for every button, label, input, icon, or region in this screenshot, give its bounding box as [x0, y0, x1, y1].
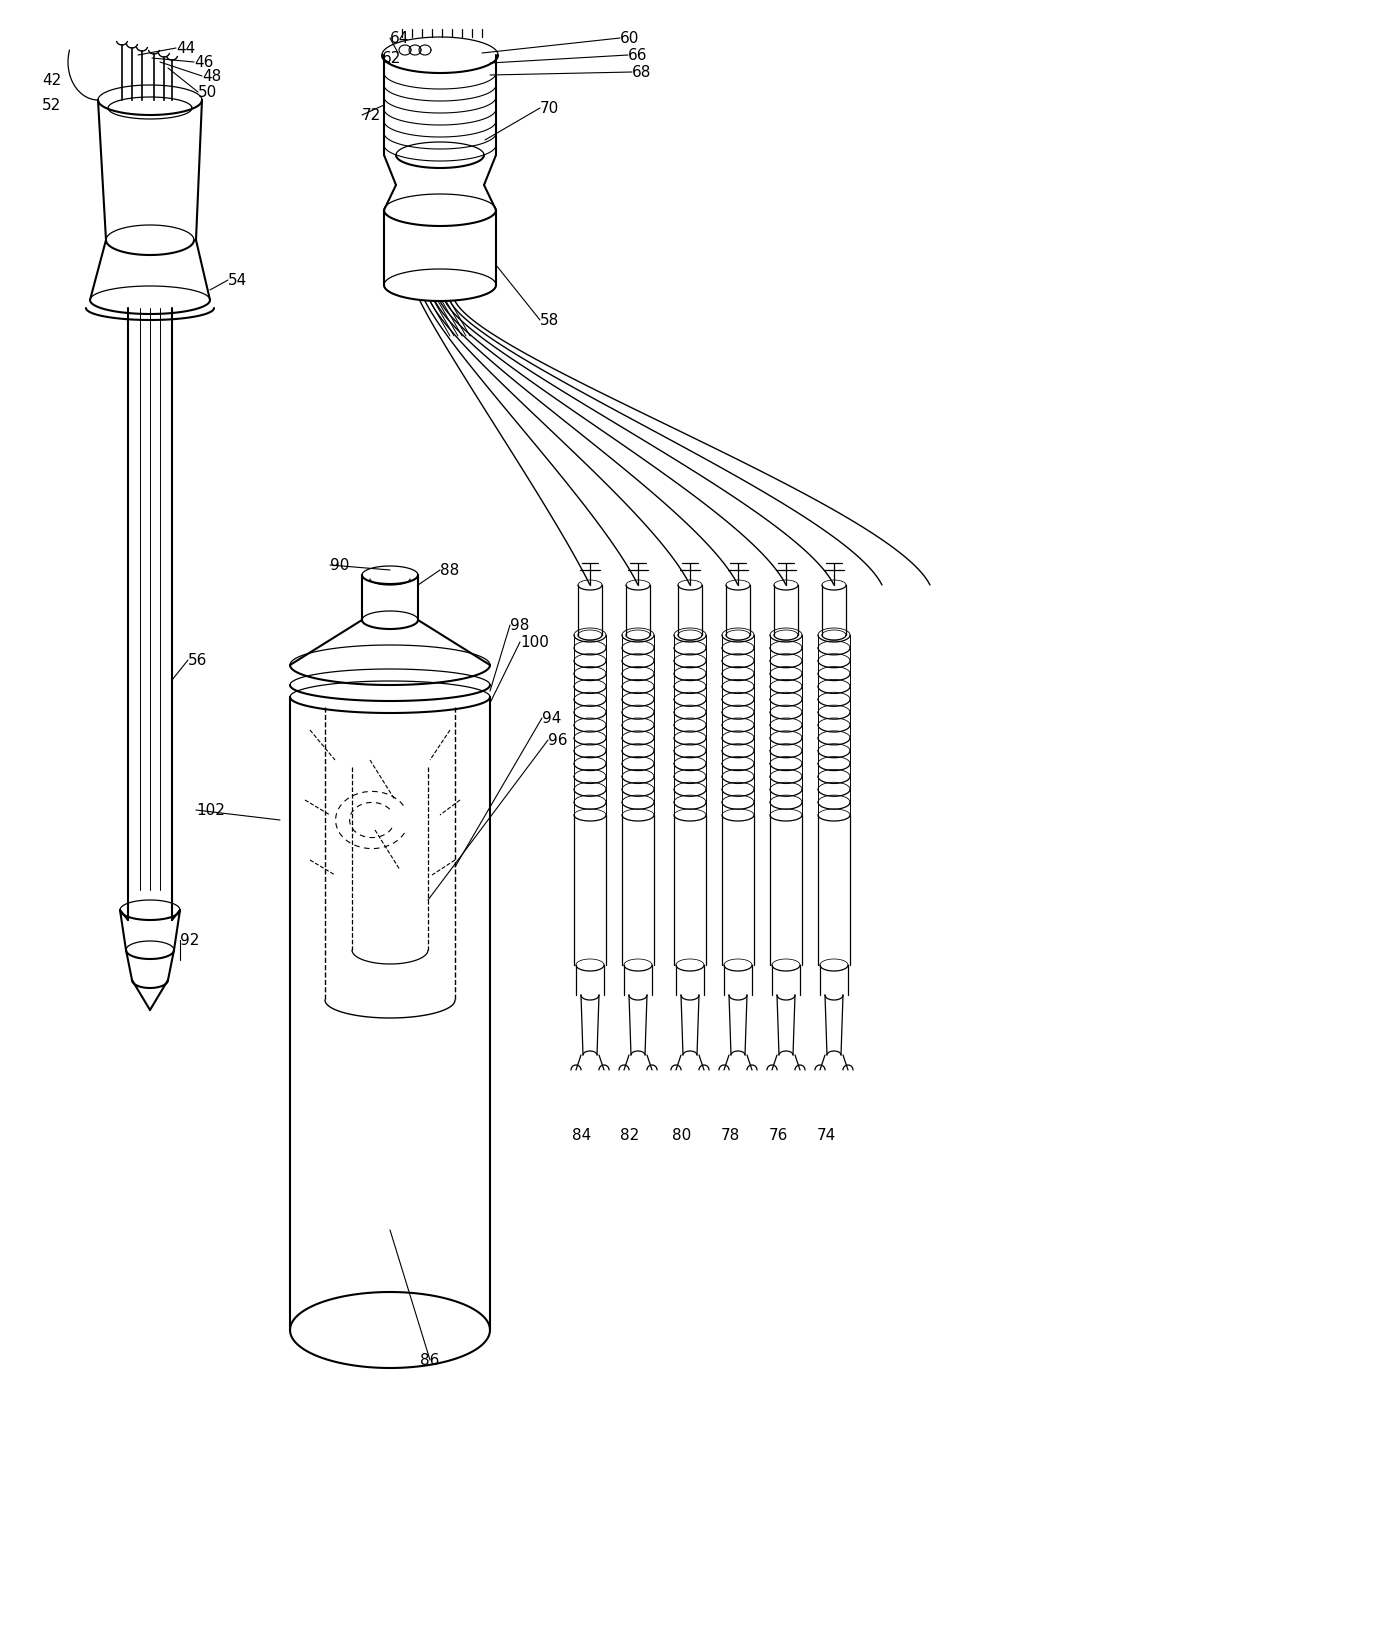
Text: 46: 46	[194, 54, 213, 70]
Text: 48: 48	[202, 69, 222, 83]
Text: 64: 64	[389, 31, 409, 46]
Text: 72: 72	[362, 108, 381, 123]
Text: 60: 60	[620, 31, 639, 46]
Text: 94: 94	[542, 711, 561, 726]
Text: 98: 98	[510, 618, 529, 633]
Text: 66: 66	[628, 47, 647, 62]
Text: 92: 92	[180, 932, 200, 948]
Text: 88: 88	[439, 562, 459, 577]
Text: 100: 100	[520, 634, 549, 649]
Text: 80: 80	[672, 1128, 692, 1143]
Text: 56: 56	[188, 652, 208, 667]
Text: 44: 44	[176, 41, 195, 56]
Text: 84: 84	[572, 1128, 592, 1143]
Text: 102: 102	[195, 803, 225, 818]
Text: 90: 90	[330, 558, 349, 572]
Text: 52: 52	[42, 98, 61, 113]
Text: 76: 76	[768, 1128, 787, 1143]
Text: 96: 96	[547, 732, 567, 747]
Text: 74: 74	[816, 1128, 836, 1143]
Text: 68: 68	[632, 64, 651, 80]
Text: 50: 50	[198, 85, 218, 100]
Text: 70: 70	[541, 100, 559, 116]
Text: 42: 42	[42, 72, 61, 88]
Text: 86: 86	[420, 1352, 439, 1367]
Text: 62: 62	[383, 51, 402, 65]
Text: 54: 54	[229, 273, 247, 288]
Text: 78: 78	[721, 1128, 740, 1143]
Text: 82: 82	[621, 1128, 639, 1143]
Text: 58: 58	[541, 312, 559, 327]
